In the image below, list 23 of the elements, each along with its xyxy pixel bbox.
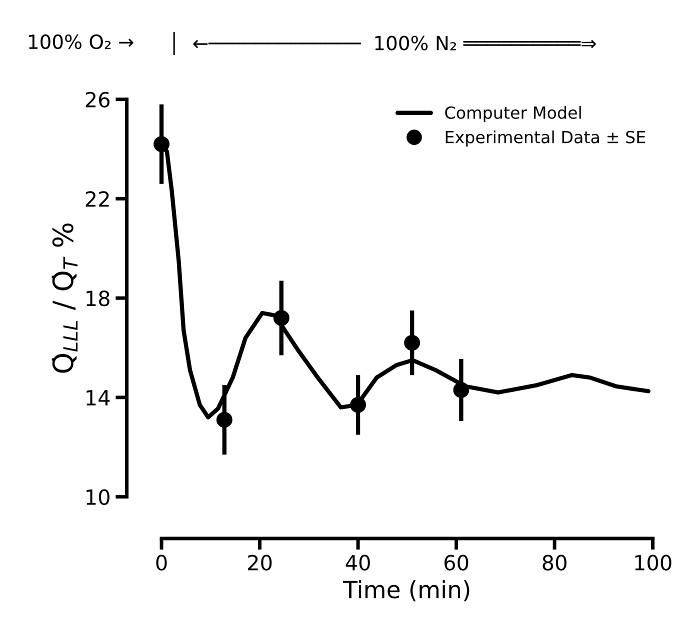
point <box>404 334 420 351</box>
x-tick-label: 80 <box>542 554 566 571</box>
text: │ ←───────────── 100% N₂ ══════════⇒ <box>173 32 596 56</box>
x-tick-label: 100 <box>635 554 672 571</box>
text: 100% O₂ → <box>29 34 134 50</box>
x-tick-label: 20 <box>248 554 272 571</box>
y-tick-label: 22 <box>86 191 109 207</box>
point <box>273 310 290 326</box>
y-tick-label: 10 <box>86 489 110 506</box>
legend-label: Computer Model <box>445 106 581 122</box>
y-tick-label: 18 <box>86 290 110 306</box>
point <box>154 136 170 152</box>
y-tick-label: 26 <box>86 92 110 108</box>
x-tick-label: 0 <box>156 554 167 571</box>
x-axis-title: Time (min) <box>342 580 470 602</box>
y-axis-title: Q̇$_{LLL}$ / Q̇$_{T}$ % <box>52 223 78 373</box>
y-tick-label: 14 <box>86 390 110 406</box>
x-tick-label: 60 <box>444 554 468 571</box>
point <box>453 382 470 398</box>
point <box>350 396 366 413</box>
legend-label: Experimental Data ± SE <box>446 130 646 147</box>
point <box>216 412 232 428</box>
x-tick-label: 40 <box>346 554 370 571</box>
